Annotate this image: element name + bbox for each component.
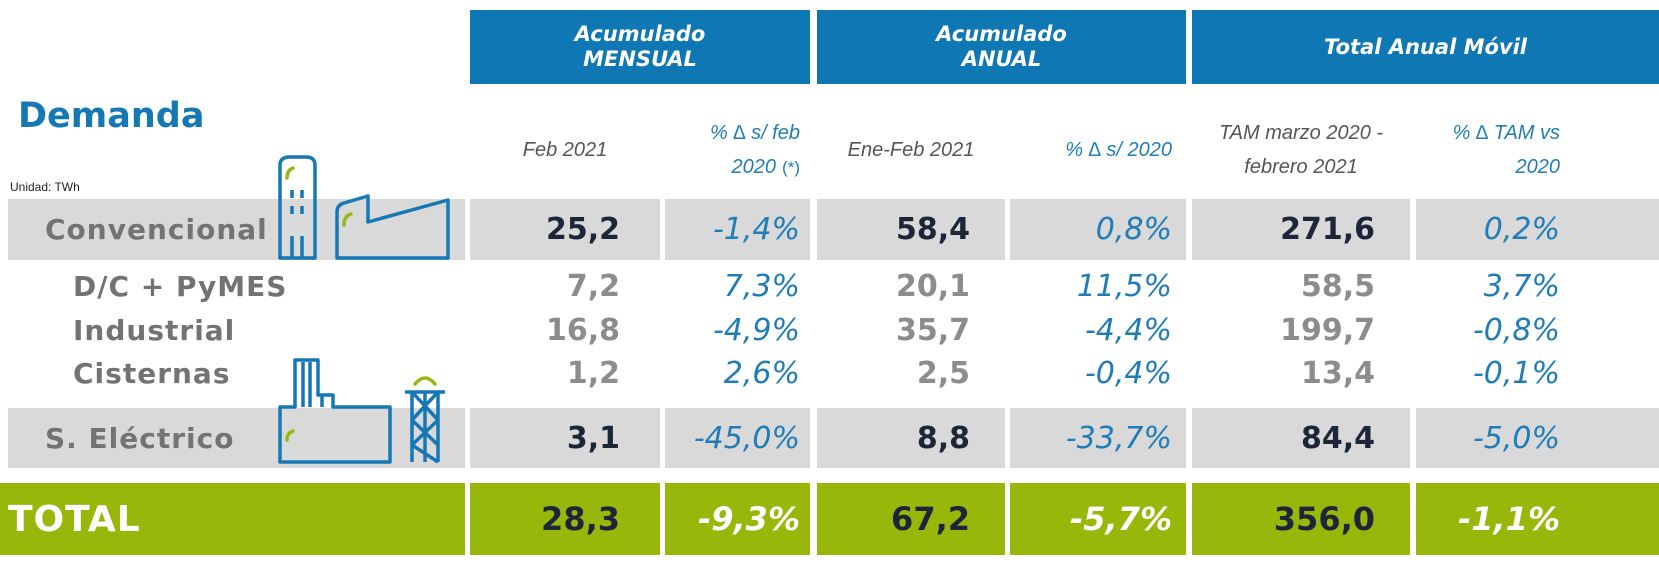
percent-cell: 0,8% — [1010, 199, 1186, 260]
unit: Unidad: TWh — [10, 180, 80, 194]
percent-cell: -45,0% — [665, 408, 810, 468]
column-header-line: % ∆ s/ feb — [709, 121, 800, 144]
percent-cell: 11,5% — [1076, 269, 1172, 304]
note: (*) — [782, 157, 800, 177]
percent-cell: -5,0% — [1416, 408, 1659, 468]
percent-cell: -1,4% — [665, 199, 810, 260]
value-cell: 25,2 — [470, 199, 660, 260]
column-header-line: % ∆ TAM vs — [1452, 122, 1560, 144]
value-cell: 20,1 — [895, 269, 970, 304]
percent-cell: 0,2% — [1416, 199, 1659, 260]
column-header: % ∆ s/ feb 2020 (*) — [665, 115, 810, 185]
row-label: TOTAL — [0, 483, 465, 555]
group-header-line: MENSUAL — [583, 47, 697, 71]
value-cell: 356,0 — [1192, 483, 1410, 555]
value-cell: 35,7 — [895, 312, 970, 348]
column-header-line: Feb 2021 — [522, 139, 608, 161]
group-header: Acumulado ANUAL — [817, 10, 1186, 84]
group-header-line: ANUAL — [961, 47, 1042, 71]
column-header-line: TAM marzo 2020 - — [1218, 122, 1384, 144]
group-header-line: Acumulado — [574, 22, 706, 46]
percent-cell: -33,7% — [1010, 408, 1186, 468]
column-header: % ∆ s/ 2020 — [1010, 115, 1186, 185]
percent-cell: -9,3% — [665, 483, 810, 555]
column-header: Feb 2021 — [470, 115, 660, 185]
column-header: % ∆ TAM vs 2020 — [1416, 115, 1659, 185]
row-label: D/C + PyMES — [73, 270, 288, 303]
percent-cell: -4,9% — [712, 312, 800, 348]
row-label: Cisternas — [73, 357, 231, 390]
group-header-line: Acumulado — [936, 22, 1067, 46]
percent-cell: -4,4% — [1084, 312, 1172, 348]
title: Demanda — [18, 96, 205, 136]
row-label: Industrial — [73, 313, 236, 347]
percent-cell: -0,8% — [1472, 312, 1560, 348]
percent-cell: 3,7% — [1483, 269, 1560, 304]
percent-cell: -0,4% — [1084, 356, 1172, 391]
column-header: TAM marzo 2020 - febrero 2021 — [1192, 115, 1410, 185]
value-cell: 1,2 — [566, 356, 620, 391]
percent-cell: -5,7% — [1010, 483, 1186, 555]
value-cell: 271,6 — [1192, 199, 1410, 260]
value-cell: 2,5 — [916, 356, 970, 391]
column-header-line: 2020 (*) — [732, 150, 800, 185]
value-cell: 8,8 — [817, 408, 1005, 468]
value-cell: 3,1 — [470, 408, 660, 468]
value-cell: 199,7 — [1280, 312, 1375, 348]
percent-cell: -1,1% — [1416, 483, 1659, 555]
value-cell: 28,3 — [470, 483, 660, 555]
value-cell: 13,4 — [1300, 356, 1375, 391]
value-cell: 16,8 — [545, 312, 620, 348]
column-header-line: 2020 — [1515, 156, 1561, 178]
value-cell: 84,4 — [1192, 408, 1410, 468]
column-header-line: Ene-Feb 2021 — [847, 139, 975, 161]
percent-cell: -0,1% — [1472, 356, 1560, 391]
column-header-line: 2020 — [731, 155, 777, 178]
column-header-line: febrero 2021 — [1244, 156, 1358, 178]
group-header: Acumulado MENSUAL — [470, 10, 810, 84]
column-header: Ene-Feb 2021 — [817, 115, 1005, 185]
value-cell: 7,2 — [566, 269, 620, 304]
group-header-line: Total Anual Móvil — [1323, 34, 1527, 59]
column-header-line: % ∆ s/ 2020 — [1065, 139, 1172, 161]
group-header: Total Anual Móvil — [1192, 10, 1659, 84]
percent-cell: 2,6% — [723, 356, 800, 391]
value-cell: 58,4 — [817, 199, 1005, 260]
row-label: Convencional — [8, 199, 465, 260]
value-cell: 58,5 — [1300, 269, 1375, 304]
value-cell: 67,2 — [817, 483, 1005, 555]
percent-cell: 7,3% — [723, 269, 800, 304]
